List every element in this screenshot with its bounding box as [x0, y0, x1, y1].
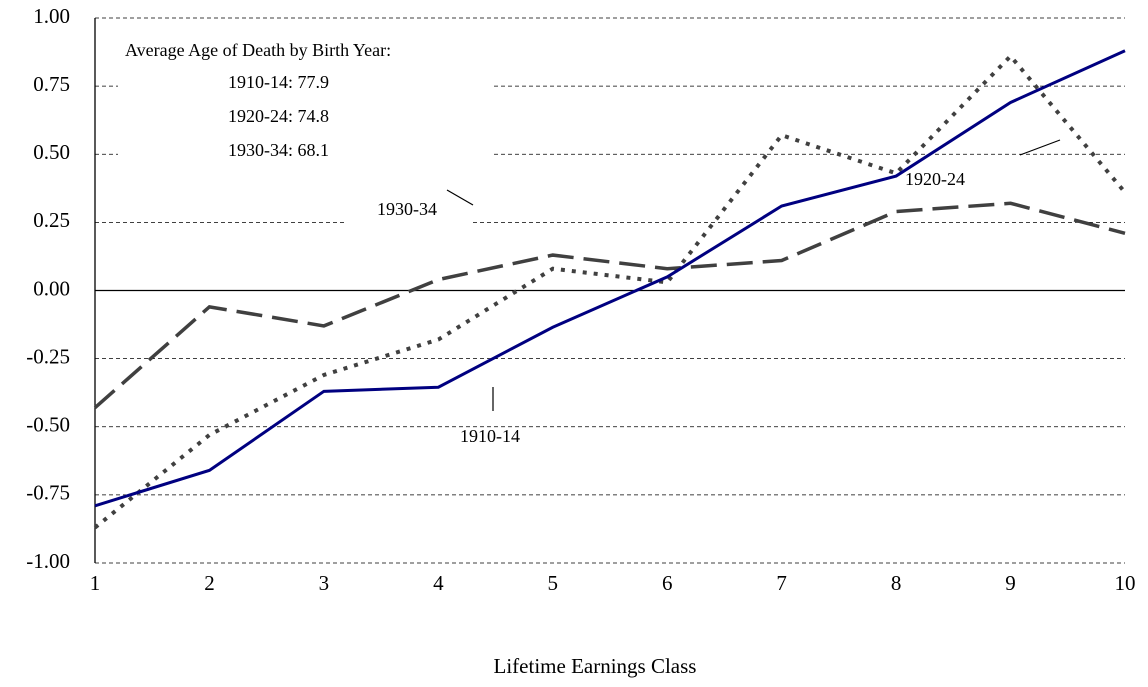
x-tick-label: 5	[548, 571, 559, 595]
x-tick-label: 2	[204, 571, 215, 595]
y-tick-label: -0.50	[26, 413, 70, 437]
plot	[93, 49, 1127, 530]
annotation: 1910-14: 77.9	[228, 72, 329, 92]
series-label: 1920-24	[905, 169, 965, 189]
x-axis-title: Lifetime Earnings Class	[494, 654, 697, 678]
x-tick-label: 8	[891, 571, 902, 595]
x-tick-label: 10	[1115, 571, 1136, 595]
series-line	[93, 201, 1126, 409]
x-tick-label: 6	[662, 571, 673, 595]
y-tick-label: -1.00	[26, 549, 70, 573]
annotation: 1920-24: 74.8	[228, 106, 329, 126]
x-tick-label: 9	[1005, 571, 1016, 595]
annotation-bg	[118, 36, 493, 166]
y-tick-label: 1.00	[33, 4, 70, 28]
annotation: 1930-34: 68.1	[228, 140, 329, 160]
series-line	[94, 49, 1126, 508]
annotation: Average Age of Death by Birth Year:	[125, 40, 391, 60]
y-tick-label: 0.50	[33, 140, 70, 164]
pointer	[1019, 139, 1061, 156]
y-tick-label: 0.00	[33, 276, 70, 300]
series-label: 1930-34	[377, 199, 437, 219]
series-line	[93, 53, 1127, 530]
pointer	[446, 189, 474, 206]
x-tick-label: 4	[433, 571, 444, 595]
y-tick-label: 0.75	[33, 72, 70, 96]
y-tick-label: -0.25	[26, 344, 70, 368]
label-bg	[345, 195, 470, 227]
y-tick-label: 0.25	[33, 208, 70, 232]
y-tick-label: -0.75	[26, 481, 70, 505]
series-label: 1910-14	[460, 426, 520, 446]
x-tick-label: 3	[319, 571, 330, 595]
label-bg	[880, 165, 990, 197]
x-tick-label: 1	[90, 571, 101, 595]
x-tick-label: 7	[776, 571, 787, 595]
